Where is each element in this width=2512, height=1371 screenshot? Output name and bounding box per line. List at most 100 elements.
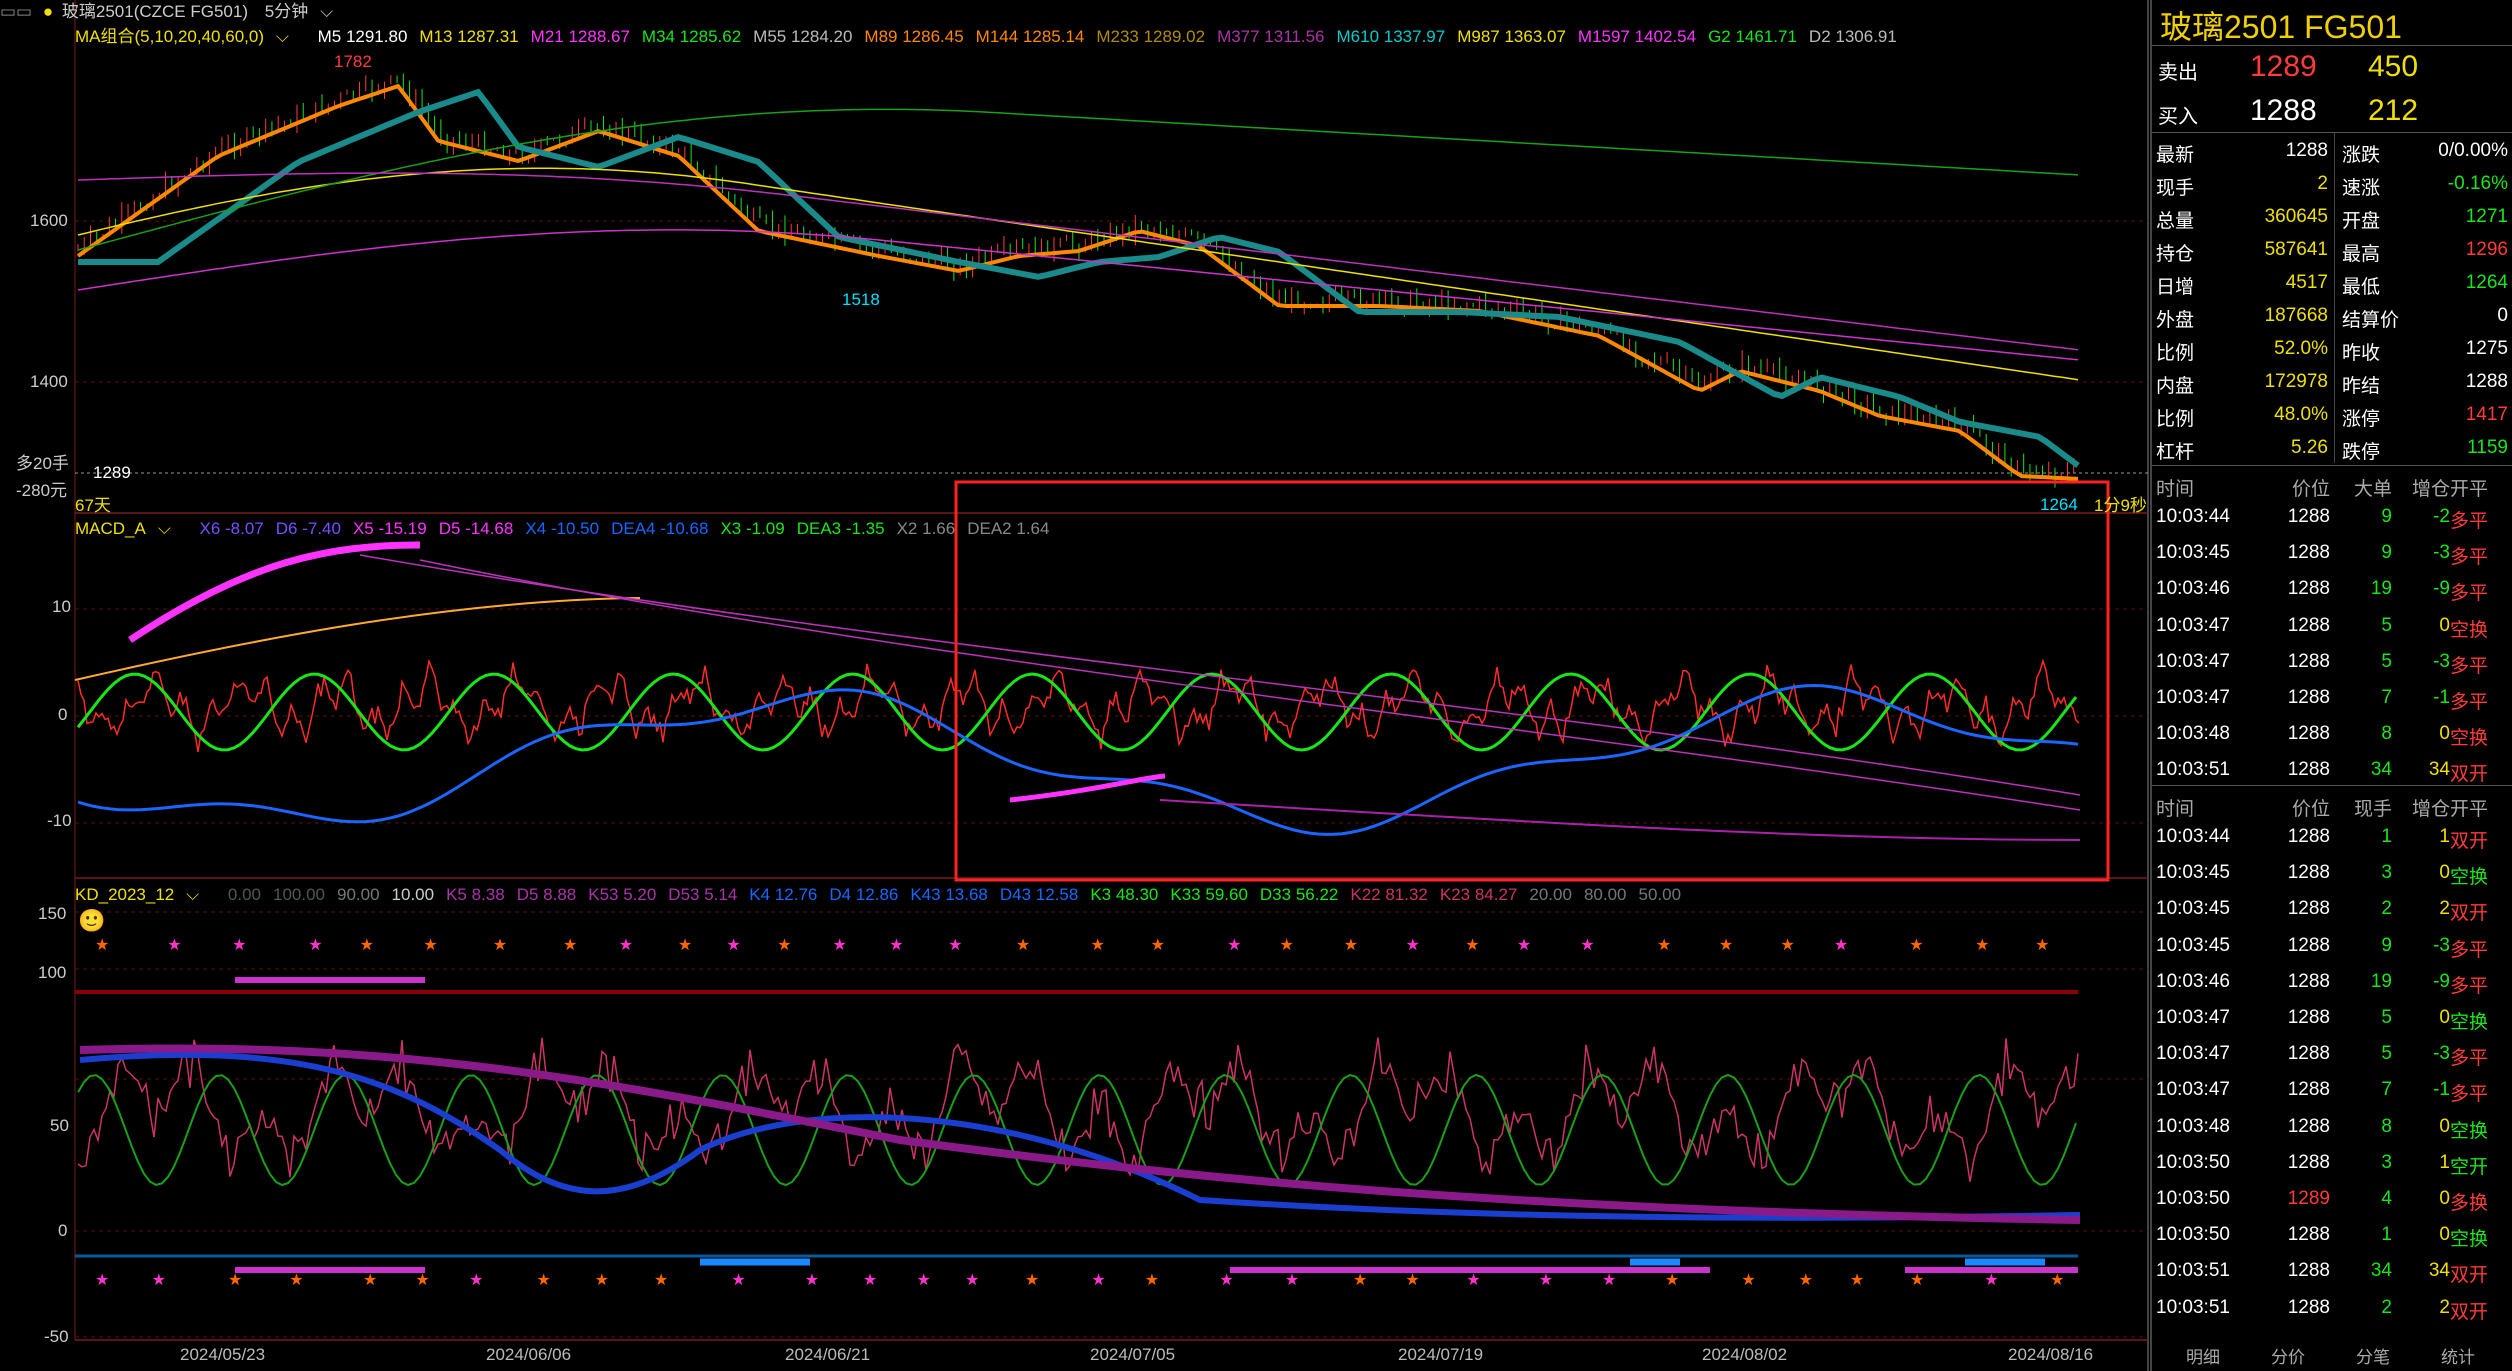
tab-3[interactable]: 统计	[2441, 1348, 2475, 1367]
ma-indicator-name[interactable]: MA组合(5,10,20,40,60,0) ⌵	[75, 27, 301, 46]
buy-label: 买入	[2158, 106, 2198, 128]
stat-value: 52.0%	[2274, 338, 2328, 359]
current-price-line-label: 1289	[93, 463, 131, 482]
tick-cell: 1288	[2287, 898, 2330, 920]
star-marker: ★	[1984, 1272, 1998, 1289]
star-marker: ★	[1285, 1272, 1299, 1289]
tick-row[interactable]: 10:03:47 1288 5 -3 多平	[2152, 1037, 2512, 1073]
column-header: 增仓	[2411, 479, 2450, 500]
kd-bar-item: 50.00	[1638, 885, 1682, 904]
column-header: 开平	[2450, 799, 2489, 820]
tick-row[interactable]: 10:03:47 1288 5 0 空换	[2152, 609, 2512, 645]
tick-row[interactable]: 10:03:51 1288 2 2 双开	[2152, 1291, 2512, 1327]
tick-row[interactable]: 10:03:48 1288 8 0 空换	[2152, 1110, 2512, 1146]
quote-panel[interactable]: 玻璃2501 FG501 卖出 1289 450 买入 1288 212 最新 1…	[2150, 0, 2512, 1371]
date-tick: 2024/05/23	[180, 1345, 266, 1364]
kd-indicator-name[interactable]: KD_2023_12 ⌵	[75, 885, 211, 904]
ma-bar-item: M5 1291.80	[317, 27, 408, 46]
star-marker: ★	[1016, 937, 1030, 954]
stat-label: 比例	[2156, 409, 2195, 430]
tick-cell: -3	[2433, 542, 2450, 564]
tick-row[interactable]: 10:03:47 1288 7 -1 多平	[2152, 681, 2512, 717]
kd-red-line	[77, 1037, 2079, 1182]
ma-line-green	[77, 108, 2079, 251]
buy-row[interactable]: 买入 1288 212	[2152, 94, 2512, 130]
tick-cell: 10:03:51	[2156, 1296, 2230, 1318]
tick-cell: 10:03:47	[2156, 1007, 2230, 1028]
tick-row[interactable]: 10:03:44 1288 1 1 双开	[2152, 820, 2512, 856]
star-marker: ★	[537, 1272, 551, 1289]
tick-row[interactable]: 10:03:51 1288 34 34 双开	[2152, 753, 2512, 789]
star-marker: ★	[1539, 1272, 1553, 1289]
stat-value: 587641	[2264, 239, 2328, 260]
ma-indicator-bar[interactable]: MA组合(5,10,20,40,60,0) ⌵ M5 1291.80 M13 128…	[75, 25, 1909, 49]
ma-bar-item: G2 1461.71	[1708, 27, 1797, 46]
stat-value: 1417	[2465, 404, 2508, 425]
date-tick: 2024/07/05	[1090, 1345, 1176, 1364]
ma-line-orange	[76, 83, 2079, 481]
tick-cell: -1	[2433, 687, 2450, 708]
tick-cell: -3	[2433, 1043, 2450, 1065]
kd-bar-item: D43 12.58	[999, 885, 1079, 904]
column-header: 时间	[2156, 799, 2195, 820]
tick-cell: 双开	[2450, 903, 2489, 925]
tick-row[interactable]: 10:03:45 1288 9 -3 多平	[2152, 929, 2512, 965]
macd-indicator-name[interactable]: MACD_A ⌵	[75, 519, 183, 538]
tick-cell: -9	[2433, 578, 2450, 600]
tick-cell: 2	[2439, 1296, 2450, 1318]
tick-row[interactable]: 10:03:45 1288 3 0 空换	[2152, 856, 2512, 892]
tick-cell: 多平	[2450, 975, 2489, 997]
tick-row[interactable]: 10:03:44 1288 9 -2 多平	[2152, 500, 2512, 536]
tick-cell: 7	[2381, 1079, 2392, 1101]
star-marker: ★	[832, 937, 846, 954]
chart-canvas[interactable]: ★ ★ ★ ★ ★ ★ ★ ★ ★ ★ ★ ★ ★ ★ ★ ★ ★ ★ ★ ★ ★ ★ ★ ★ ★ ★ ★ ★ ★ ★ ★ ★ ★ ★ ★ ★ ★ ★ ★ ★…	[0, 0, 2150, 1371]
macd-bar-item: X3 -1.09	[720, 519, 785, 538]
kd-bar-item: K3 48.30	[1090, 885, 1159, 904]
star-marker: ★	[1145, 1272, 1159, 1289]
tick-row[interactable]: 10:03:51 1288 34 34 双开	[2152, 1254, 2512, 1290]
star-marker: ★	[777, 937, 791, 954]
tick-row[interactable]: 10:03:50 1288 3 1 空开	[2152, 1146, 2512, 1182]
tick-row[interactable]: 10:03:45 1288 2 2 双开	[2152, 892, 2512, 928]
tab-2[interactable]: 分笔	[2356, 1348, 2390, 1367]
column-header: 开平	[2450, 479, 2489, 500]
tick-cell: 1288	[2287, 934, 2330, 956]
macd-bar-item: X5 -15.19	[352, 519, 427, 538]
tick-cell: -9	[2433, 970, 2450, 992]
tick-cell: 1	[2381, 826, 2392, 847]
tick-cell: 多平	[2450, 692, 2489, 713]
tick-row[interactable]: 10:03:45 1288 9 -3 多平	[2152, 536, 2512, 572]
tick-row[interactable]: 10:03:47 1288 5 -3 多平	[2152, 645, 2512, 681]
kd-indicator-bar[interactable]: KD_2023_12 ⌵ 0.00 100.00 90.00 10.00 K5 8.38 D…	[75, 883, 1693, 907]
stat-label: 最高	[2342, 244, 2381, 265]
tick-row[interactable]: 10:03:48 1288 8 0 空换	[2152, 717, 2512, 753]
tick-row[interactable]: 10:03:47 1288 5 0 空换	[2152, 1001, 2512, 1037]
tick-row[interactable]: 10:03:50 1289 4 0 多换	[2152, 1182, 2512, 1218]
detail-tabs[interactable]: 明细 分价 分笔 统计	[2152, 1340, 2512, 1371]
sell-row[interactable]: 卖出 1289 450	[2152, 50, 2512, 86]
tab-0[interactable]: 明细	[2186, 1348, 2220, 1367]
star-marker: ★	[360, 937, 374, 954]
star-marker: ★	[2050, 1272, 2064, 1289]
tick-cell: 10:03:45	[2156, 898, 2230, 920]
tick-row[interactable]: 10:03:47 1288 7 -1 多平	[2152, 1073, 2512, 1109]
stat-value: 187668	[2264, 305, 2328, 326]
window-icon[interactable]: ▭▭	[0, 2, 33, 21]
days-label: 67天	[75, 496, 111, 515]
tick-row[interactable]: 10:03:46 1288 19 -9 多平	[2152, 572, 2512, 608]
star-marker: ★	[1279, 937, 1293, 954]
stat-label: 跌停	[2342, 442, 2381, 463]
tick-row[interactable]: 10:03:50 1288 1 0 空换	[2152, 1218, 2512, 1254]
tick-cell: 8	[2381, 723, 2392, 745]
tab-1[interactable]: 分价	[2271, 1348, 2305, 1367]
tick-row[interactable]: 10:03:46 1288 19 -9 多平	[2152, 965, 2512, 1001]
sell-label: 卖出	[2158, 62, 2198, 84]
symbol-header[interactable]: ▭▭ ● 玻璃2501(CZCE FG501) 5分钟 ⌵	[0, 0, 357, 24]
tick-cell: 0	[2439, 614, 2450, 636]
chart-area[interactable]: ★ ★ ★ ★ ★ ★ ★ ★ ★ ★ ★ ★ ★ ★ ★ ★ ★ ★ ★ ★ ★ ★ ★ ★ ★ ★ ★ ★ ★ ★ ★ ★ ★ ★ ★ ★ ★ ★ ★ ★…	[0, 0, 2150, 1371]
period-selector[interactable]: 5分钟 ⌵	[265, 2, 345, 21]
macd-indicator-bar[interactable]: MACD_A ⌵ X6 -8.07 D6 -7.40 X5 -15.19 D5 -14.…	[75, 517, 1061, 541]
macd-bar-item: DEA4 -10.68	[611, 519, 709, 538]
tick-cell: 10:03:47	[2156, 1079, 2230, 1101]
stat-label: 最新	[2156, 145, 2195, 166]
